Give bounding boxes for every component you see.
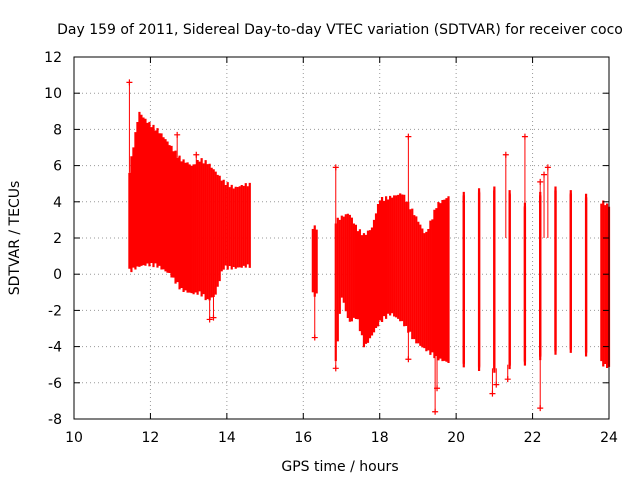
- chart-title: Day 159 of 2011, Sidereal Day-to-day VTE…: [57, 22, 623, 38]
- y-tick-label: -6: [48, 376, 62, 392]
- y-axis-label: SDTVAR / TECUs: [7, 181, 23, 296]
- y-tick-label: 4: [53, 195, 62, 211]
- outlier-point: [405, 356, 412, 363]
- data-series: [126, 79, 611, 415]
- outlier-point: [193, 151, 200, 158]
- y-tick-label: 8: [53, 122, 62, 138]
- y-tick-label: 2: [53, 231, 62, 247]
- outlier-point: [544, 164, 551, 171]
- outlier-point: [541, 171, 548, 178]
- outlier-point: [432, 408, 439, 415]
- x-tick-label: 14: [218, 430, 236, 446]
- outlier-point: [504, 376, 511, 383]
- outlier-point: [502, 151, 509, 158]
- outlier-point: [493, 381, 500, 388]
- outlier-point: [489, 390, 496, 397]
- y-tick-label: 10: [44, 86, 62, 102]
- outlier-point: [405, 133, 412, 140]
- outlier-point: [210, 314, 217, 321]
- x-axis-label: GPS time / hours: [281, 459, 398, 475]
- outlier-point: [174, 131, 181, 138]
- y-tick-label: -8: [48, 412, 62, 428]
- outlier-point: [332, 365, 339, 372]
- y-tick-label: 6: [53, 159, 62, 175]
- y-tick-label: 12: [44, 50, 62, 66]
- y-tick-label: -2: [48, 303, 62, 319]
- x-tick-label: 18: [371, 430, 389, 446]
- x-tick-label: 16: [294, 430, 312, 446]
- outlier-point: [332, 164, 339, 171]
- x-tick-label: 12: [142, 430, 160, 446]
- outlier-point: [537, 405, 544, 412]
- outlier-point: [311, 334, 318, 341]
- outlier-point: [521, 133, 528, 140]
- outlier-point: [126, 79, 133, 86]
- x-tick-label: 22: [524, 430, 542, 446]
- y-tick-label: 0: [53, 267, 62, 283]
- x-tick-label: 20: [447, 430, 465, 446]
- x-tick-label: 24: [600, 430, 618, 446]
- x-tick-label: 10: [65, 430, 83, 446]
- outlier-point: [434, 385, 441, 392]
- outlier-point: [537, 178, 544, 185]
- y-tick-label: -4: [48, 340, 62, 356]
- outlier-point: [206, 316, 213, 323]
